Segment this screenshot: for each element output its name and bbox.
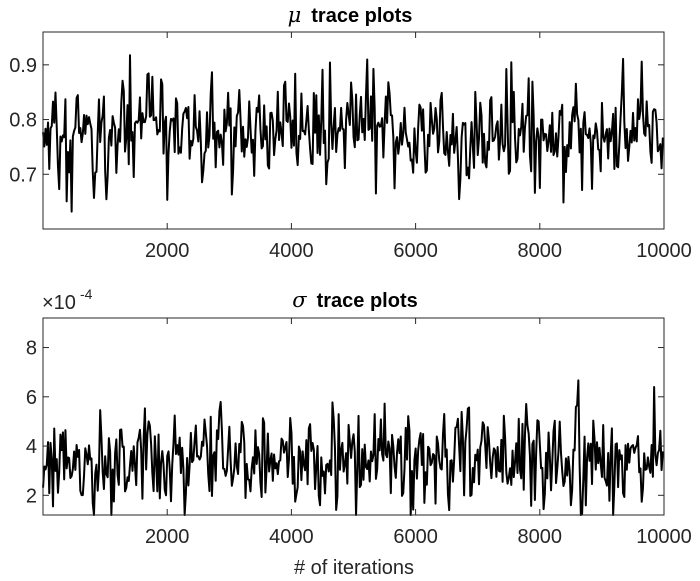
sigma-y-ticks: 2 4 6 8 xyxy=(26,338,664,507)
mu-title-text: trace plots xyxy=(311,5,412,27)
sigma-x-axis-label: # of iterations xyxy=(294,557,414,579)
mu-x-ticks: 2000 4000 6000 8000 10000 xyxy=(145,32,692,262)
mu-x-tick-label: 4000 xyxy=(269,240,314,262)
mu-trace-line-group xyxy=(42,54,664,213)
sigma-y-scale-exponent: -4 xyxy=(80,286,93,302)
mu-axes-box xyxy=(42,31,665,230)
mu-y-tick-label: 0.9 xyxy=(9,55,37,77)
sigma-x-tick-label: 10000 xyxy=(636,526,692,548)
sigma-x-tick-label: 6000 xyxy=(393,526,438,548)
mu-panel-title: μ trace plots xyxy=(288,3,413,27)
sigma-y-scale-factor: ×10 -4 xyxy=(42,286,93,314)
mu-y-tick-label: 0.7 xyxy=(9,164,37,186)
mu-panel: μ trace plots 0.7 0.8 0.9 2000 4000 6000 8000… xyxy=(9,3,692,262)
sigma-x-tick-label: 4000 xyxy=(269,526,314,548)
sigma-x-tick-label: 2000 xyxy=(145,526,190,548)
mu-title-symbol: μ xyxy=(288,3,302,27)
sigma-y-scale-base: ×10 xyxy=(42,292,76,314)
sigma-y-tick-label: 2 xyxy=(26,485,37,507)
mu-y-tick-label: 0.8 xyxy=(9,110,37,132)
sigma-axes-box xyxy=(42,317,665,516)
sigma-title-symbol: σ xyxy=(292,288,307,312)
sigma-trace-line xyxy=(42,379,664,516)
mu-trace-line xyxy=(42,54,664,213)
mu-x-tick-label: 2000 xyxy=(145,240,190,262)
mu-y-ticks: 0.7 0.8 0.9 xyxy=(9,55,664,186)
sigma-title-text: trace plots xyxy=(317,290,418,312)
sigma-x-tick-label: 8000 xyxy=(518,526,563,548)
mu-x-tick-label: 8000 xyxy=(518,240,563,262)
sigma-y-tick-label: 4 xyxy=(26,436,37,458)
sigma-trace-line-group xyxy=(42,379,664,516)
mu-x-tick-label: 10000 xyxy=(636,240,692,262)
sigma-y-tick-label: 6 xyxy=(26,387,37,409)
sigma-x-ticks: 2000 4000 6000 8000 10000 xyxy=(145,318,692,548)
sigma-panel-title: σ trace plots xyxy=(292,288,418,312)
sigma-y-tick-label: 8 xyxy=(26,338,37,360)
mu-x-tick-label: 6000 xyxy=(393,240,438,262)
sigma-panel: σ trace plots ×10 -4 2 4 6 8 2000 4000 6000 80… xyxy=(26,286,692,579)
